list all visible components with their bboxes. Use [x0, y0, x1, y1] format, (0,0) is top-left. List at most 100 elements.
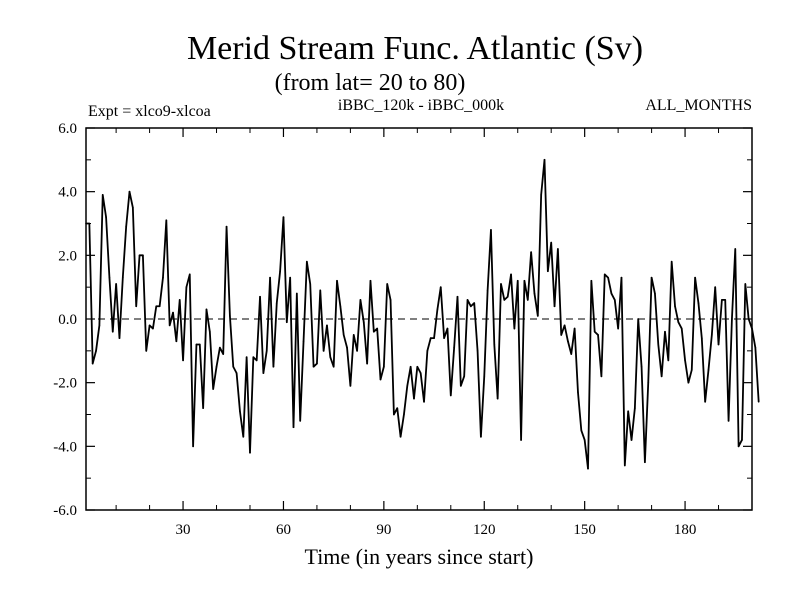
- data-point: [543, 159, 546, 161]
- data-point: [162, 276, 164, 279]
- data-point: [95, 350, 97, 352]
- y-tick-label: 6.0: [58, 121, 77, 137]
- x-tick-label: 150: [573, 522, 596, 538]
- data-point: [393, 413, 395, 416]
- data-point: [483, 375, 486, 378]
- data-point: [168, 324, 171, 327]
- data-point: [413, 397, 415, 400]
- data-point: [520, 439, 522, 441]
- data-point: [684, 359, 686, 362]
- data-point: [701, 337, 703, 339]
- data-point: [289, 276, 291, 279]
- x-axis-label: Time (in years since start): [305, 544, 534, 569]
- data-point: [352, 334, 355, 336]
- data-point: [714, 286, 716, 288]
- data-point: [470, 305, 472, 308]
- data-point: [105, 216, 107, 218]
- data-point: [587, 467, 589, 470]
- data-point: [463, 375, 465, 378]
- data-point: [617, 327, 619, 330]
- data-point: [563, 324, 566, 327]
- comparison-label: iBBC_120k - iBBC_000k: [338, 97, 504, 114]
- data-point: [593, 330, 596, 333]
- data-point: [132, 206, 134, 209]
- data-point: [449, 394, 452, 397]
- data-point: [493, 343, 496, 346]
- data-point: [620, 276, 623, 279]
- data-point: [510, 273, 512, 276]
- data-point: [383, 365, 385, 368]
- data-point: [480, 435, 482, 438]
- data-point: [198, 343, 201, 346]
- data-point: [550, 241, 552, 244]
- data-point: [322, 350, 325, 352]
- data-point: [637, 318, 640, 320]
- data-point: [125, 225, 127, 228]
- data-point: [583, 439, 586, 441]
- data-point: [165, 219, 168, 222]
- data-point: [342, 334, 345, 336]
- data-point: [175, 340, 178, 343]
- data-point: [644, 461, 646, 464]
- data-point: [754, 346, 757, 349]
- data-point: [416, 365, 419, 368]
- data-point: [282, 216, 285, 218]
- data-point: [503, 299, 506, 301]
- data-point: [135, 305, 137, 308]
- data-point: [439, 286, 442, 288]
- data-point: [379, 378, 382, 381]
- data-point: [115, 283, 117, 285]
- data-point: [172, 311, 174, 314]
- data-point: [667, 359, 670, 362]
- data-point: [627, 410, 629, 413]
- data-point: [148, 324, 151, 327]
- data-point: [272, 365, 275, 368]
- data-point: [436, 308, 439, 311]
- data-point: [349, 385, 352, 387]
- data-point: [660, 375, 663, 378]
- data-point: [664, 330, 666, 333]
- data-point: [737, 445, 740, 448]
- data-point: [88, 222, 91, 225]
- data-point: [687, 381, 690, 384]
- data-point: [654, 292, 656, 295]
- data-point: [747, 318, 750, 320]
- data-point: [640, 365, 643, 368]
- data-point: [219, 346, 221, 349]
- data-point: [610, 292, 613, 295]
- data-point: [403, 413, 405, 416]
- data-point: [188, 273, 191, 276]
- data-point: [734, 248, 737, 250]
- data-point: [346, 346, 348, 349]
- data-point: [533, 292, 536, 295]
- data-point: [704, 400, 706, 403]
- data-point: [296, 292, 298, 295]
- data-point: [182, 359, 184, 362]
- data-point: [178, 299, 181, 301]
- data-point: [516, 280, 519, 282]
- data-point: [433, 337, 435, 339]
- data-point: [275, 302, 278, 304]
- data-point: [580, 429, 583, 432]
- data-point: [466, 299, 469, 301]
- data-point: [242, 435, 245, 438]
- data-point: [316, 362, 318, 365]
- data-point: [711, 334, 713, 336]
- data-point: [399, 435, 402, 438]
- data-point: [185, 286, 188, 288]
- data-point: [530, 251, 532, 253]
- data-point: [319, 289, 322, 292]
- plot-frame: [85, 127, 753, 511]
- data-point: [98, 324, 101, 327]
- data-point: [557, 248, 559, 250]
- data-point: [329, 356, 332, 359]
- data-point: [359, 299, 362, 301]
- data-point: [205, 308, 208, 311]
- data-point: [453, 346, 455, 349]
- data-point: [279, 270, 281, 273]
- data-point: [259, 295, 261, 298]
- data-point: [138, 254, 141, 257]
- data-point: [396, 407, 399, 409]
- x-tick-label: 60: [276, 522, 291, 538]
- data-point: [229, 315, 231, 317]
